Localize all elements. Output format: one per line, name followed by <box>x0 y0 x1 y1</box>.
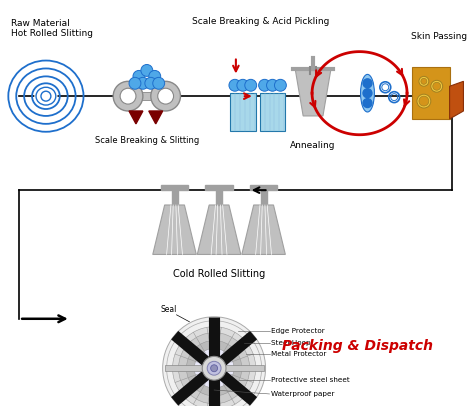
Polygon shape <box>230 93 255 131</box>
Bar <box>261 190 266 205</box>
Circle shape <box>363 79 372 88</box>
Circle shape <box>194 348 234 388</box>
Circle shape <box>259 79 271 91</box>
Circle shape <box>145 78 157 89</box>
Ellipse shape <box>43 93 49 99</box>
Circle shape <box>274 79 286 91</box>
Circle shape <box>173 327 255 408</box>
Circle shape <box>179 333 250 404</box>
Circle shape <box>137 78 149 89</box>
Circle shape <box>421 78 427 84</box>
Bar <box>412 67 450 119</box>
Circle shape <box>431 80 443 92</box>
Circle shape <box>141 64 153 76</box>
Text: Protective steel sheet: Protective steel sheet <box>271 377 349 383</box>
Polygon shape <box>260 93 285 131</box>
Text: Annealing: Annealing <box>290 141 336 150</box>
Circle shape <box>419 96 429 106</box>
Ellipse shape <box>35 86 57 106</box>
Circle shape <box>245 79 256 91</box>
Polygon shape <box>450 81 464 119</box>
Circle shape <box>363 89 372 98</box>
Circle shape <box>237 79 249 91</box>
Circle shape <box>158 88 173 104</box>
Polygon shape <box>153 205 196 255</box>
Circle shape <box>133 71 145 82</box>
Polygon shape <box>197 205 241 255</box>
Text: Edge Protector: Edge Protector <box>271 328 324 334</box>
Polygon shape <box>295 69 331 116</box>
Circle shape <box>417 94 431 108</box>
Bar <box>164 365 264 371</box>
Text: Steel Hoop: Steel Hoop <box>271 339 310 346</box>
Circle shape <box>419 76 429 86</box>
Polygon shape <box>242 205 285 255</box>
Circle shape <box>163 317 265 408</box>
Circle shape <box>149 71 161 82</box>
Polygon shape <box>149 111 163 124</box>
Text: Cold Rolled Slitting: Cold Rolled Slitting <box>173 269 265 279</box>
Text: Packing & Dispatch: Packing & Dispatch <box>282 339 433 353</box>
Circle shape <box>129 78 141 89</box>
Text: Skin Passing: Skin Passing <box>410 32 467 41</box>
Text: Scale Breaking & Acid Pickling: Scale Breaking & Acid Pickling <box>192 17 329 26</box>
Circle shape <box>229 79 241 91</box>
Bar <box>172 190 177 205</box>
Text: Scale Breaking & Slitting: Scale Breaking & Slitting <box>95 136 199 145</box>
Circle shape <box>113 81 143 111</box>
Text: Metal Protector: Metal Protector <box>271 351 326 357</box>
Bar <box>250 185 277 190</box>
Circle shape <box>207 361 221 375</box>
Polygon shape <box>129 111 143 124</box>
Circle shape <box>186 341 242 396</box>
Circle shape <box>151 81 181 111</box>
Ellipse shape <box>39 89 53 103</box>
Text: Raw Material
Hot Rolled Slitting: Raw Material Hot Rolled Slitting <box>11 19 93 38</box>
Circle shape <box>363 99 372 108</box>
Circle shape <box>266 79 278 91</box>
Circle shape <box>153 78 164 89</box>
Bar <box>216 190 222 205</box>
Circle shape <box>202 356 226 380</box>
Circle shape <box>120 88 136 104</box>
Text: Waterproof paper: Waterproof paper <box>271 391 334 397</box>
Bar <box>128 92 165 100</box>
Bar <box>161 185 188 190</box>
Bar <box>205 185 233 190</box>
Circle shape <box>210 365 218 372</box>
Text: Seal: Seal <box>160 305 176 314</box>
Circle shape <box>433 82 441 90</box>
Ellipse shape <box>361 74 374 112</box>
